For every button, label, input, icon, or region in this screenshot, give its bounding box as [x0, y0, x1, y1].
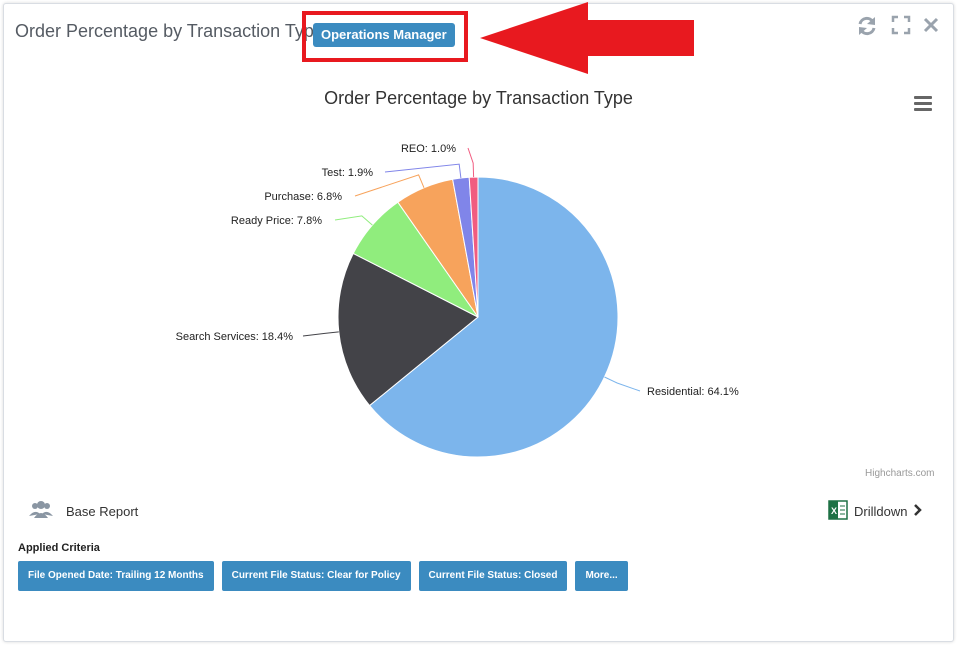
criteria-chips: File Opened Date: Trailing 12 Months Cur… — [18, 561, 628, 591]
label-connector — [334, 215, 373, 226]
base-report-button[interactable]: Base Report — [28, 500, 138, 523]
refresh-icon[interactable] — [856, 15, 878, 42]
close-icon[interactable] — [922, 15, 940, 40]
pie-chart: Residential: 64.1% Search Services: 18.4%… — [176, 143, 739, 458]
base-report-label: Base Report — [66, 504, 139, 519]
chart-menu-icon[interactable] — [914, 96, 932, 114]
users-icon — [28, 500, 54, 523]
data-label: Search Services: 18.4% — [176, 331, 294, 343]
applied-criteria-heading: Applied Criteria — [18, 542, 100, 554]
fullscreen-icon[interactable] — [891, 15, 911, 40]
chart-credits[interactable]: Highcharts.com — [865, 468, 935, 479]
widget-title: Order Percentage by Transaction Type — [15, 21, 324, 41]
label-connector — [354, 174, 425, 197]
pie-slice-search-services[interactable] — [337, 252, 479, 407]
criteria-chip[interactable]: Current File Status: Clear for Policy — [221, 561, 411, 591]
red-arrow — [480, 2, 694, 74]
highlight-box — [302, 11, 468, 62]
svg-text:X: X — [831, 506, 837, 516]
criteria-chip[interactable]: Current File Status: Closed — [418, 561, 568, 591]
data-label: Purchase: 6.8% — [264, 191, 342, 203]
data-label: Residential: 64.1% — [647, 386, 739, 398]
role-badge[interactable]: Operations Manager — [313, 23, 455, 47]
data-label: Test: 1.9% — [322, 167, 374, 179]
drilldown-button[interactable]: X Drilldown — [828, 500, 923, 523]
drilldown-label: Drilldown — [854, 504, 908, 519]
data-label: Ready Price: 7.8% — [231, 215, 322, 227]
criteria-chip[interactable]: File Opened Date: Trailing 12 Months — [18, 561, 214, 591]
data-label: REO: 1.0% — [401, 143, 456, 155]
chart-title: Order Percentage by Transaction Type — [324, 88, 633, 108]
chevron-right-icon — [913, 503, 923, 520]
label-connector — [302, 331, 339, 337]
label-connector — [604, 376, 641, 392]
label-connector — [384, 163, 462, 179]
label-connector — [467, 147, 475, 178]
more-criteria-button[interactable]: More... — [575, 561, 628, 591]
excel-icon: X — [828, 500, 848, 523]
